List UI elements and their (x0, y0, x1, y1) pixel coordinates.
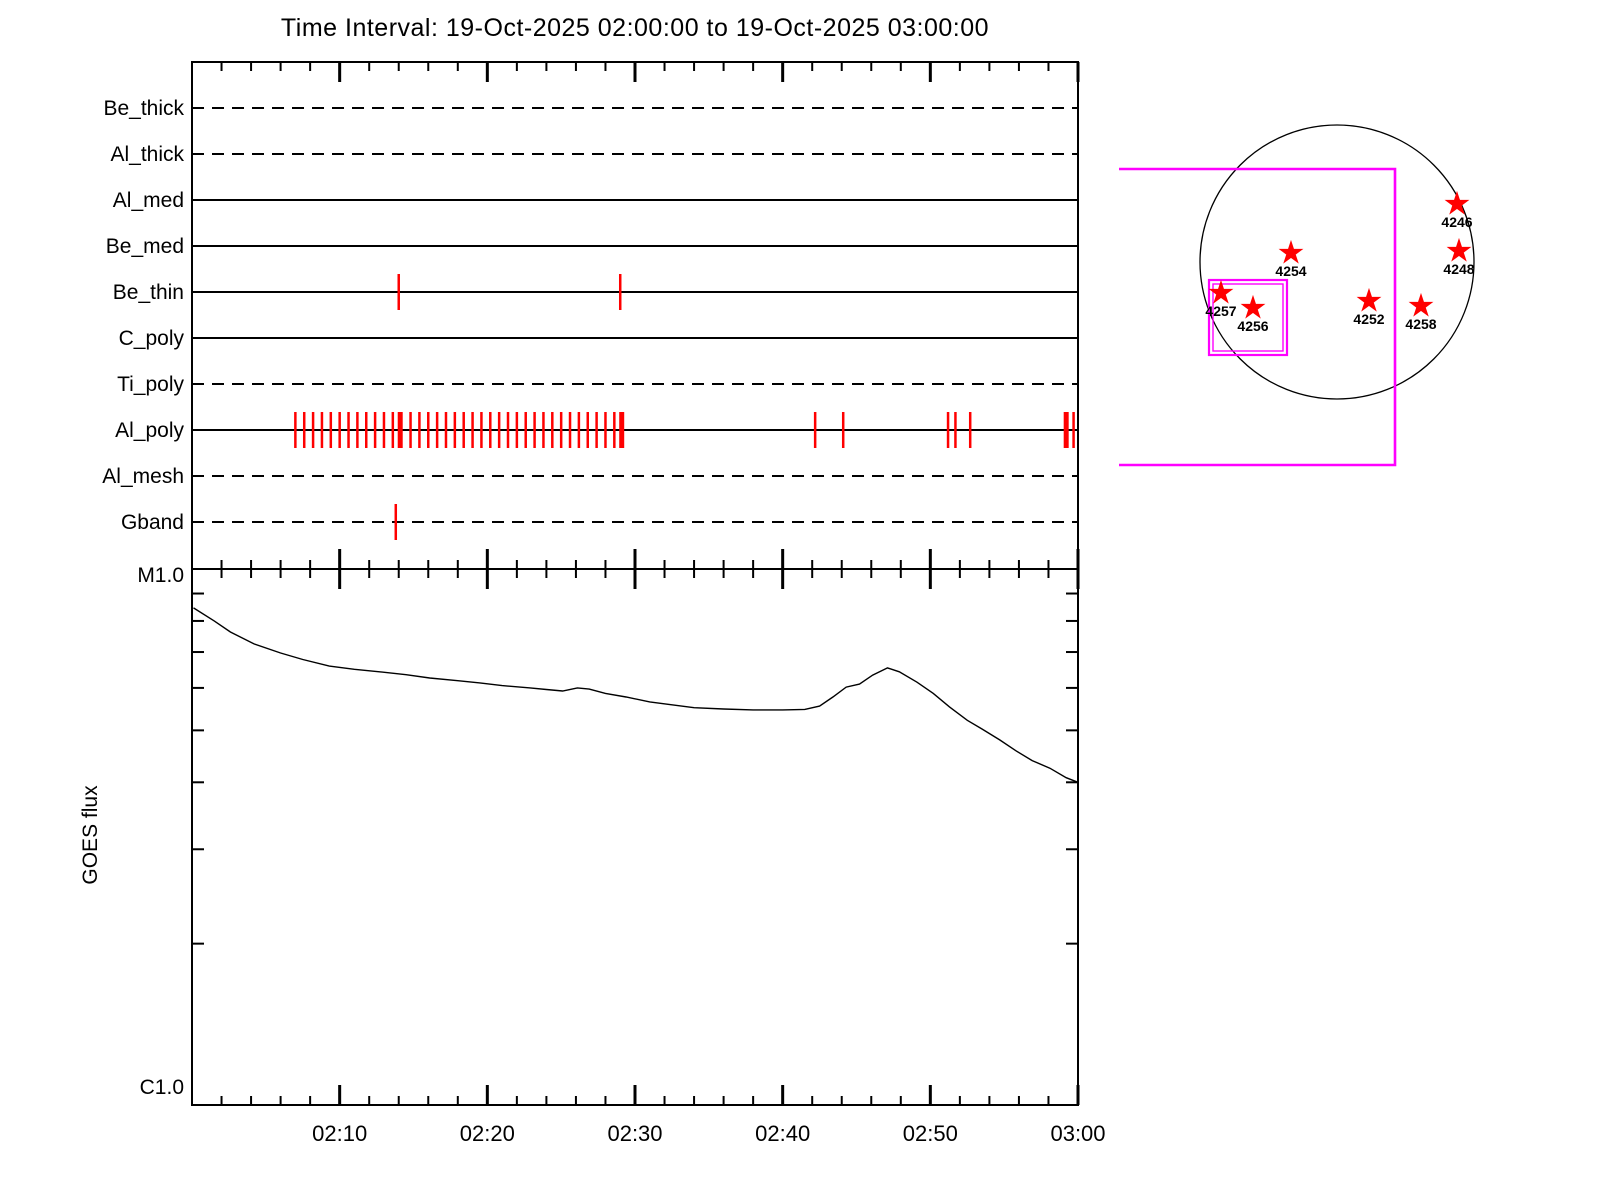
goes-y-top-label: M1.0 (137, 564, 184, 587)
goes-y-bottom-label: C1.0 (140, 1076, 184, 1099)
goes-panel-frame (191, 568, 1079, 1106)
goes-y-axis-title: GOES flux (79, 785, 102, 885)
filter-row-label-Al_thick: Al_thick (110, 143, 184, 166)
x-tick-label-02:10: 02:10 (312, 1121, 367, 1146)
ar-label-4252: 4252 (1353, 311, 1384, 327)
goes-flux-curve (193, 607, 1079, 783)
ar-star-4256 (1240, 294, 1266, 319)
filter-row-label-Be_thin: Be_thin (113, 281, 184, 304)
ar-star-4252 (1356, 287, 1382, 312)
filter-row-label-Be_med: Be_med (106, 235, 184, 258)
filter-row-label-Be_thick: Be_thick (103, 97, 184, 120)
filter-row-label-Gband: Gband (121, 511, 184, 534)
timeline-panel-frame (191, 61, 1079, 570)
ar-star-4248 (1446, 237, 1472, 262)
x-tick-label-03:00: 03:00 (1050, 1121, 1105, 1146)
solar-disk-circle (1199, 124, 1475, 400)
filter-row-label-C_poly: C_poly (119, 327, 185, 350)
ar-label-4256: 4256 (1237, 318, 1268, 334)
x-tick-label-02:40: 02:40 (755, 1121, 810, 1146)
ar-star-4246 (1444, 190, 1470, 215)
x-tick-label-02:50: 02:50 (903, 1121, 958, 1146)
filter-row-label-Al_poly: Al_poly (115, 419, 184, 442)
x-tick-label-02:20: 02:20 (460, 1121, 515, 1146)
filter-row-label-Al_med: Al_med (113, 189, 184, 212)
ar-label-4248: 4248 (1443, 261, 1474, 277)
fov-box-small-fov (1207, 278, 1289, 357)
fov-box-inner-small-fov (1212, 283, 1284, 352)
filter-row-label-Al_mesh: Al_mesh (102, 465, 184, 488)
fov-box-large-fov (1119, 167, 1397, 467)
plot-title: Time Interval: 19-Oct-2025 02:00:00 to 1… (280, 14, 990, 42)
filter-row-label-Ti_poly: Ti_poly (117, 373, 184, 396)
ar-star-4257 (1208, 279, 1234, 304)
x-tick-label-02:30: 02:30 (607, 1121, 662, 1146)
ar-label-4258: 4258 (1405, 316, 1436, 332)
ar-label-4246: 4246 (1441, 214, 1472, 230)
ar-star-4258 (1408, 292, 1434, 317)
ar-star-4254 (1278, 239, 1304, 264)
ar-label-4254: 4254 (1275, 263, 1306, 279)
ar-label-4257: 4257 (1205, 303, 1236, 319)
